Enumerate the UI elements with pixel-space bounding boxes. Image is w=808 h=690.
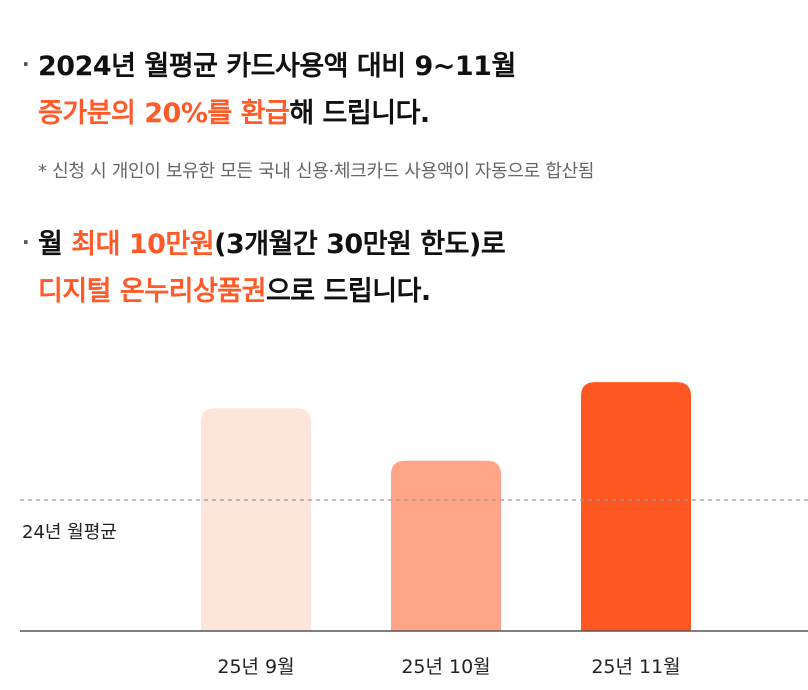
max-amount-highlight: 최대 10만원 (71, 229, 215, 260)
bars-group (201, 382, 691, 631)
average-reference-label: 24년 월평균 (22, 522, 117, 543)
bullet-dot-1: · (22, 52, 30, 76)
footnote: * 신청 시 개인이 보유한 모든 국내 신용·체크카드 사용액이 자동으로 합… (38, 161, 595, 182)
headline-2-prefix: 월 (38, 229, 72, 260)
headline-2-limit: (3개월간 30만원 한도)로 (214, 229, 506, 260)
bar-2 (391, 460, 501, 631)
refund-highlight: 증가분의 20%를 환급 (38, 98, 290, 129)
x-tick-label-2: 25년 10월 (401, 656, 490, 678)
x-tick-label-3: 25년 11월 (591, 656, 680, 678)
voucher-highlight: 디지털 온누리상품권 (38, 276, 266, 307)
bar-3 (581, 382, 691, 631)
headline-1-suffix: 해 드립니다. (289, 98, 430, 129)
headline-2-line-1: 월 최대 10만원(3개월간 30만원 한도)로 (38, 222, 506, 261)
x-tick-label-1: 25년 9월 (217, 656, 294, 678)
bar-1 (201, 408, 311, 631)
headline-2-line-2: 디지털 온누리상품권으로 드립니다. (38, 269, 431, 308)
headline-2-suffix: 으로 드립니다. (265, 276, 431, 307)
headline-1-line-1: 2024년 월평균 카드사용액 대비 9~11월 (38, 44, 516, 83)
x-axis-ticks: 25년 9월 25년 10월 25년 11월 (217, 656, 680, 678)
headline-1-text: 2024년 월평균 카드사용액 대비 9~11월 (38, 51, 516, 82)
headline-1-line-2: 증가분의 20%를 환급해 드립니다. (38, 91, 430, 130)
bullet-dot-2: · (22, 230, 30, 254)
